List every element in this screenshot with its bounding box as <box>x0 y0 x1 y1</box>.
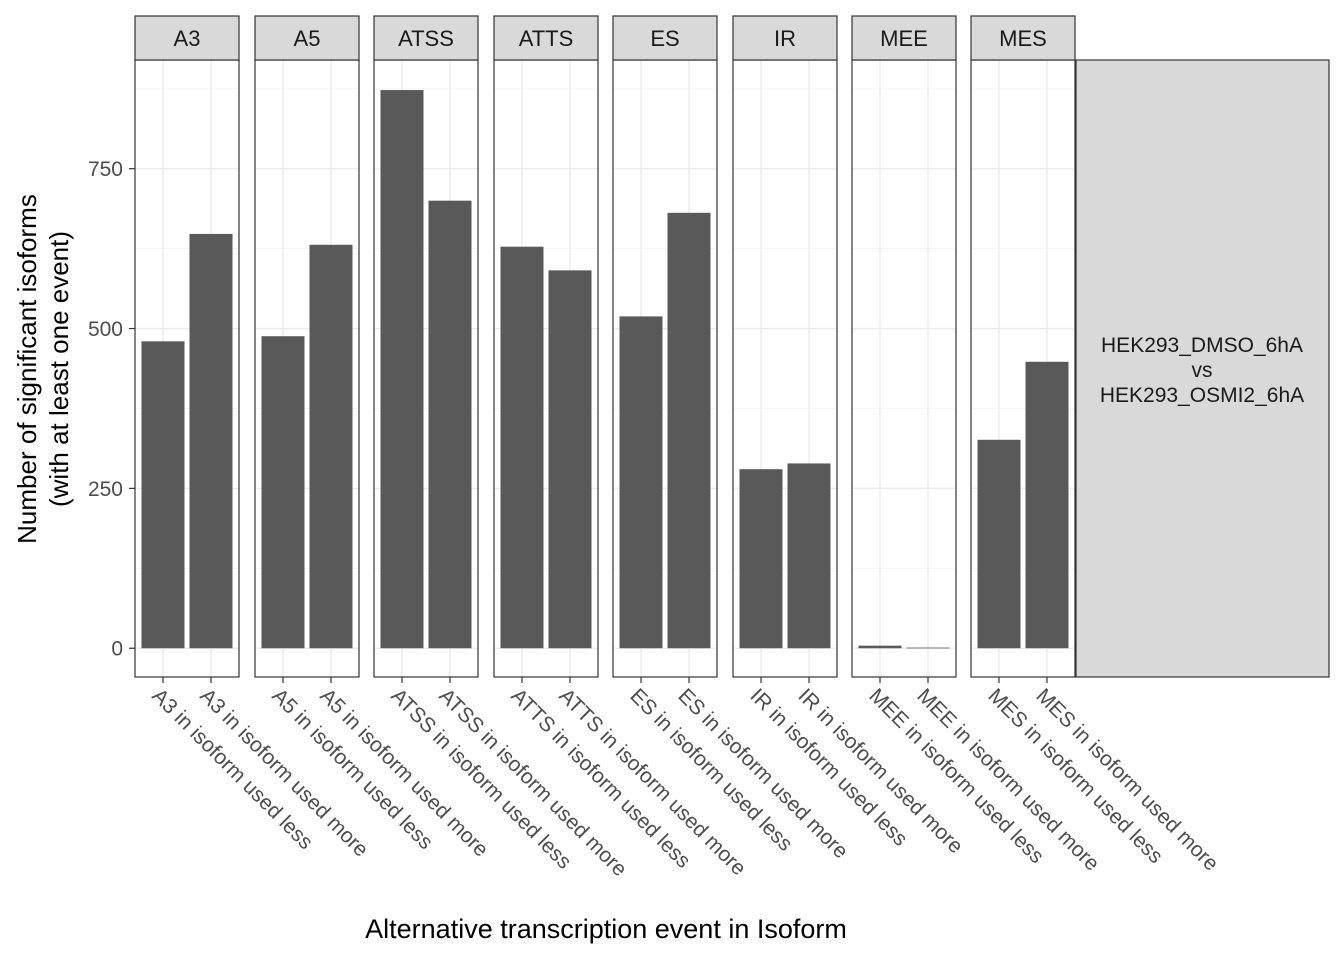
y-tick-label: 250 <box>88 478 123 501</box>
comparison-label-line: HEK293_OSMI2_6hA <box>1100 384 1304 407</box>
bar <box>858 645 902 649</box>
y-tick-label: 0 <box>111 638 123 661</box>
bar <box>1025 361 1069 649</box>
bar <box>428 200 472 649</box>
facet-strip-label: A5 <box>294 26 321 51</box>
y-tick-label: 500 <box>88 318 123 341</box>
facet-strip <box>970 15 1076 61</box>
bar <box>906 647 950 649</box>
bar <box>548 270 592 649</box>
facet-strip <box>732 15 838 61</box>
facet-strip-label: IR <box>774 26 796 51</box>
x-axis-title: Alternative transcription event in Isofo… <box>365 914 847 944</box>
bar <box>380 90 424 649</box>
comparison-strip <box>1075 59 1330 678</box>
bar <box>739 469 783 649</box>
bar <box>619 316 663 649</box>
comparison-label-line: HEK293_DMSO_6hA <box>1101 334 1303 357</box>
facet-strip <box>134 15 240 61</box>
facet-strip-label: ATSS <box>398 26 454 51</box>
bar <box>309 244 353 649</box>
facet-strip <box>851 15 957 61</box>
bar <box>977 439 1021 649</box>
facet-strip-label: A3 <box>174 26 201 51</box>
bar <box>667 212 711 649</box>
facet-strip-label: ES <box>650 26 679 51</box>
comparison-label-line: vs <box>1192 359 1213 382</box>
facet-strip <box>612 15 718 61</box>
y-axis-title-line2: (with at least one event) <box>44 231 74 507</box>
facet-strip-label: MES <box>999 26 1047 51</box>
bar <box>500 246 544 649</box>
bar <box>141 341 185 649</box>
facet-strip <box>373 15 479 61</box>
y-tick-label: 750 <box>88 158 123 181</box>
facet-strip <box>493 15 599 61</box>
y-axis-title-line1: Number of significant isoforms <box>12 194 42 544</box>
facet-strip-label: MEE <box>880 26 928 51</box>
facet-strip <box>254 15 360 61</box>
bar <box>787 463 831 649</box>
bar <box>261 336 305 649</box>
panel-frame <box>851 59 957 678</box>
facet-strip-label: ATTS <box>519 26 574 51</box>
bar <box>189 233 233 649</box>
